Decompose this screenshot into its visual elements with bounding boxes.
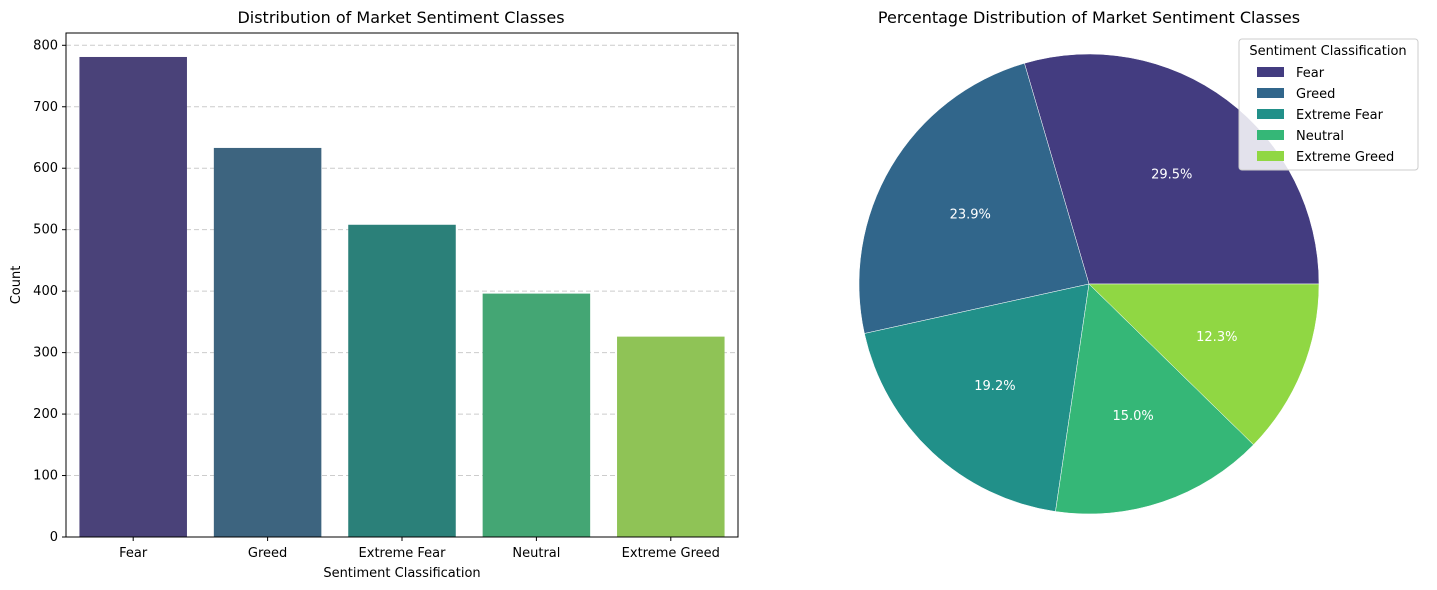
x-tick-label: Neutral (512, 546, 560, 561)
pie-slices (858, 53, 1320, 515)
pie-percent-labels: 29.5% 23.9% 19.2% 15.0% 12.3% (950, 168, 1238, 424)
legend-label: Extreme Fear (1296, 108, 1384, 123)
bar-chart: Distribution of Market Sentiment Classes… (9, 8, 739, 581)
pie-percent-label: 23.9% (950, 208, 991, 223)
pie-percent-label: 12.3% (1196, 330, 1237, 345)
x-tick-label: Fear (119, 546, 148, 561)
legend-swatch (1257, 67, 1284, 77)
y-tick-label: 400 (33, 284, 58, 299)
y-tick-label: 800 (33, 38, 58, 53)
y-tick-label: 0 (50, 530, 58, 545)
bar-extreme-fear (348, 224, 456, 537)
legend-title: Sentiment Classification (1249, 44, 1406, 59)
bar-neutral (482, 293, 591, 537)
pie-percent-label: 15.0% (1112, 409, 1153, 424)
pie-percent-label: 29.5% (1151, 168, 1192, 183)
pie-chart-title: Percentage Distribution of Market Sentim… (878, 8, 1300, 27)
pie-slice-neutral (1055, 283, 1254, 515)
pie-chart: Percentage Distribution of Market Sentim… (858, 8, 1419, 515)
bar-y-axis-label: Count (9, 266, 24, 305)
x-tick-label: Greed (248, 546, 287, 561)
bar-chart-title: Distribution of Market Sentiment Classes (237, 8, 564, 27)
x-tick-label: Extreme Fear (359, 546, 447, 561)
x-tick-label: Extreme Greed (622, 546, 720, 561)
legend-swatch (1257, 151, 1284, 161)
legend-swatch (1257, 130, 1284, 140)
pie-slice-extreme-fear (864, 283, 1090, 512)
bar-fear (79, 56, 187, 537)
legend-items: Fear Greed Extreme Fear Neutral Extreme Gree… (1257, 66, 1394, 165)
y-tick-label: 700 (33, 100, 58, 115)
pie-percent-label: 19.2% (974, 379, 1015, 394)
pie-slice-fear (1024, 53, 1320, 285)
legend-label: Extreme Greed (1296, 150, 1394, 165)
bar-x-axis-label: Sentiment Classification (323, 566, 480, 581)
bar-extreme-greed (617, 336, 725, 537)
y-tick-label: 500 (33, 223, 58, 238)
bar-y-axis-ticks: 0 100 200 300 400 500 600 700 800 (33, 38, 66, 545)
y-tick-label: 600 (33, 161, 58, 176)
legend-swatch (1257, 109, 1284, 119)
pie-legend: Sentiment Classification Fear Greed Extrem… (1238, 38, 1419, 171)
y-tick-label: 300 (33, 346, 58, 361)
pie-slice-extreme-greed (1088, 283, 1320, 446)
y-tick-label: 100 (33, 469, 58, 484)
legend-label: Fear (1296, 66, 1325, 81)
bar-series (79, 56, 725, 537)
pie-slice-greed (858, 62, 1090, 334)
legend-swatch (1257, 88, 1284, 98)
bar-greed (213, 147, 322, 537)
legend-label: Neutral (1296, 129, 1344, 144)
bar-x-axis-ticks: Fear Greed Extreme Fear Neutral Extreme Gree… (119, 537, 720, 561)
legend-label: Greed (1296, 87, 1335, 102)
y-tick-label: 200 (33, 407, 58, 422)
